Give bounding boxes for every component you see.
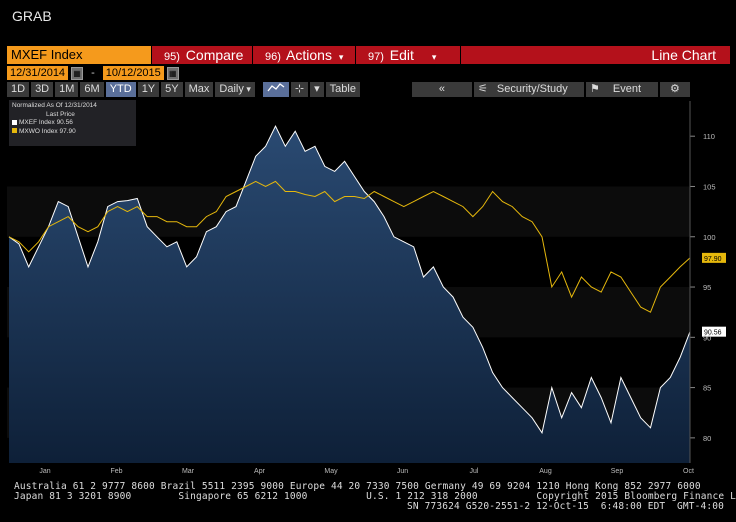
- date-separator: -: [91, 67, 95, 79]
- period-3d[interactable]: 3D: [31, 82, 54, 97]
- start-date-field[interactable]: 12/31/2014: [7, 66, 69, 80]
- chart-type-label: Line Chart: [460, 46, 730, 64]
- x-tick-label: Sep: [611, 468, 624, 475]
- last-price-label-mxwo: 97.90: [704, 256, 722, 263]
- y-tick-label: 110: [703, 132, 715, 141]
- y-tick-label: 105: [703, 182, 716, 191]
- last-price-tag-mxwo: [702, 252, 726, 263]
- flag-icon: ⚑: [589, 83, 600, 95]
- chevron-down-icon: ▾: [338, 52, 344, 62]
- legend-label-mxef: MXEF Index 90.56: [19, 119, 73, 126]
- x-tick-label: Jan: [39, 468, 50, 475]
- chart-legend: Normalized As Of 12/31/2014 Last Price M…: [9, 100, 136, 146]
- frequency-select[interactable]: Daily: [215, 82, 255, 97]
- legend-swatch-mxef: [12, 119, 17, 125]
- chart-area[interactable]: 90.56 97.90 80 85 90 95 100 105 110 Jan Feb Mar Apr M…: [7, 97, 730, 475]
- legend-last-price: Last Price: [46, 110, 75, 118]
- legend-label-mxwo: MXWO Index 97.90: [19, 127, 76, 135]
- actions-label: Actions: [286, 47, 332, 63]
- actions-button[interactable]: 96) Actions ▾: [252, 46, 355, 64]
- table-button[interactable]: Table: [325, 82, 360, 97]
- window-title: GRAB: [12, 8, 52, 24]
- period-5y[interactable]: 5Y: [161, 82, 183, 97]
- legend-header: Normalized As Of 12/31/2014: [12, 102, 97, 109]
- calendar-icon[interactable]: ▦: [166, 66, 179, 80]
- x-tick-label: Jun: [397, 468, 408, 475]
- x-tick-label: Feb: [110, 468, 122, 475]
- security-study-label: Security/Study: [496, 83, 568, 95]
- chevron-down-icon: ▾: [431, 52, 437, 62]
- mxwo-line: [8, 180, 691, 313]
- legend-swatch-mxwo: [12, 128, 17, 134]
- last-price-label-mxef: 90.56: [704, 330, 722, 337]
- security-study-button[interactable]: ⚟ Security/Study: [473, 82, 584, 97]
- compare-label: Compare: [185, 47, 244, 63]
- chevron-down-icon[interactable]: ▾: [310, 82, 324, 97]
- price-chart: 90.56 97.90 80 85 90 95 100 105 110 Jan Feb Mar Apr M…: [7, 101, 726, 475]
- legend-item-mxwo[interactable]: MXWO Index 97.90: [12, 128, 133, 137]
- compare-shortcut: 95): [164, 51, 180, 63]
- period-max[interactable]: Max: [184, 82, 214, 97]
- footer-contacts: Australia 61 2 9777 8600 Brazil 5511 239…: [14, 481, 736, 512]
- date-range-bar: 12/31/2014 ▦ - 10/12/2015 ▦: [7, 66, 179, 80]
- mxef-area: [9, 126, 690, 463]
- y-tick-label: 90: [703, 333, 711, 342]
- footer-line-2: Japan 81 3 3201 8900 Singapore 65 6212 1…: [14, 491, 736, 502]
- x-tick-label: Jul: [470, 468, 479, 475]
- period-toolbar: 1D 3D 1M 6M YTD 1Y 5Y Max Daily ⊹ ▾ Tabl…: [7, 82, 730, 97]
- line-chart-icon[interactable]: [262, 82, 289, 97]
- collapse-left-button[interactable]: «: [411, 82, 472, 97]
- crosshair-icon[interactable]: ⊹: [290, 82, 309, 97]
- study-icon: ⚟: [477, 83, 488, 95]
- actions-shortcut: 96): [265, 51, 281, 63]
- y-tick-label: 100: [703, 233, 716, 242]
- y-tick-label: 80: [703, 434, 711, 443]
- x-tick-label: Apr: [254, 468, 266, 475]
- top-toolbar: MXEF Index 95) Compare 96) Actions ▾ 97)…: [7, 46, 730, 64]
- y-tick-label: 85: [703, 384, 711, 393]
- period-1y[interactable]: 1Y: [137, 82, 160, 97]
- period-6m[interactable]: 6M: [80, 82, 104, 97]
- legend-item-mxef[interactable]: MXEF Index 90.56: [12, 119, 133, 128]
- last-price-tag-mxef: [702, 326, 726, 337]
- x-tick-label: May: [324, 468, 338, 475]
- period-1m[interactable]: 1M: [55, 82, 79, 97]
- security-ticker[interactable]: MXEF Index: [7, 46, 151, 64]
- mxef-line: [8, 124, 691, 435]
- x-tick-label: Aug: [539, 468, 552, 475]
- compare-button[interactable]: 95) Compare: [151, 46, 252, 64]
- y-tick-label: 95: [703, 283, 711, 292]
- footer-line-3: SN 773624 G520-2551-2 12-Oct-15 6:48:00 …: [407, 501, 724, 512]
- footer-line-1: Australia 61 2 9777 8600 Brazil 5511 239…: [14, 481, 701, 492]
- event-button[interactable]: ⚑ Event: [585, 82, 658, 97]
- x-tick-label: Mar: [182, 468, 195, 475]
- x-tick-label: Oct: [683, 468, 694, 475]
- edit-label: Edit: [389, 47, 414, 63]
- edit-button[interactable]: 97) Edit ▾: [355, 46, 460, 64]
- calendar-icon[interactable]: ▦: [71, 66, 84, 80]
- event-label: Event: [612, 83, 642, 95]
- gear-icon[interactable]: ⚙: [659, 82, 690, 97]
- end-date-field[interactable]: 10/12/2015: [102, 66, 164, 80]
- edit-shortcut: 97): [368, 51, 384, 63]
- period-1d[interactable]: 1D: [7, 82, 30, 97]
- period-ytd[interactable]: YTD: [105, 82, 136, 97]
